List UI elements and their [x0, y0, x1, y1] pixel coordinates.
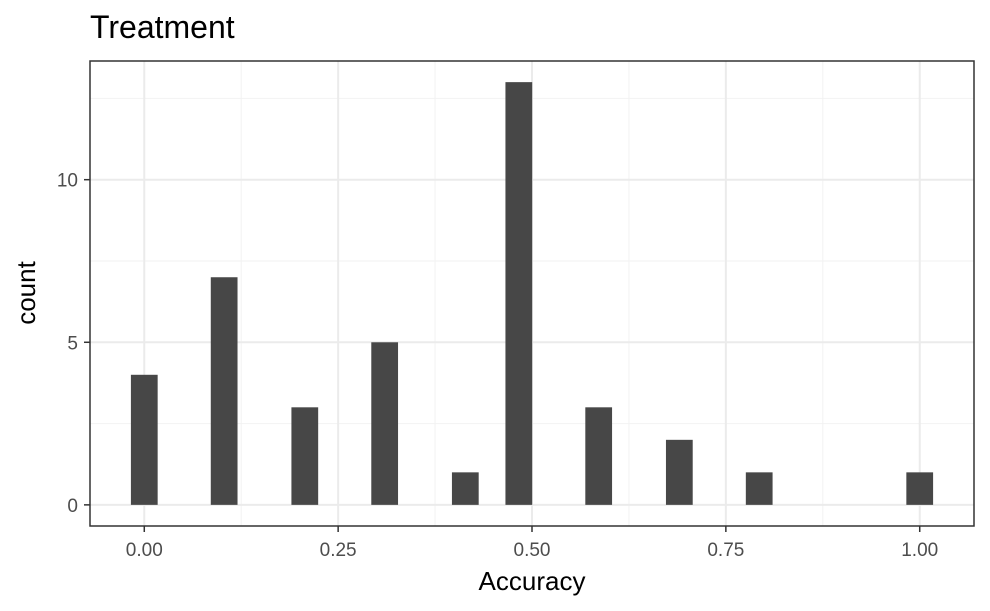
y-axis-title: count	[11, 260, 41, 324]
y-tick-label: 10	[57, 171, 78, 192]
histogram-bar	[130, 374, 158, 505]
x-axis: 0.00 0.25 0.50 0.75 1.00	[126, 526, 938, 561]
x-tick-label: 0.25	[320, 540, 357, 561]
x-tick-label: 0.75	[707, 540, 744, 561]
x-axis-title: Accuracy	[479, 566, 586, 596]
histogram-bar	[906, 472, 934, 505]
histogram-bar	[585, 407, 613, 505]
histogram-bar	[210, 277, 238, 505]
histogram-bar	[745, 472, 773, 505]
histogram-bar	[505, 82, 533, 505]
histogram-bar	[371, 342, 399, 505]
x-tick-label: 0.50	[514, 540, 551, 561]
y-axis: 0 5 10	[57, 171, 90, 517]
histogram-bar	[291, 407, 319, 505]
y-tick-label: 5	[67, 333, 78, 354]
y-tick-label: 0	[67, 496, 78, 517]
histogram-bar	[451, 472, 479, 505]
x-tick-label: 1.00	[901, 540, 938, 561]
bars	[130, 82, 934, 505]
chart-title: Treatment	[90, 9, 235, 45]
histogram-bar	[665, 439, 693, 505]
x-tick-label: 0.00	[126, 540, 163, 561]
